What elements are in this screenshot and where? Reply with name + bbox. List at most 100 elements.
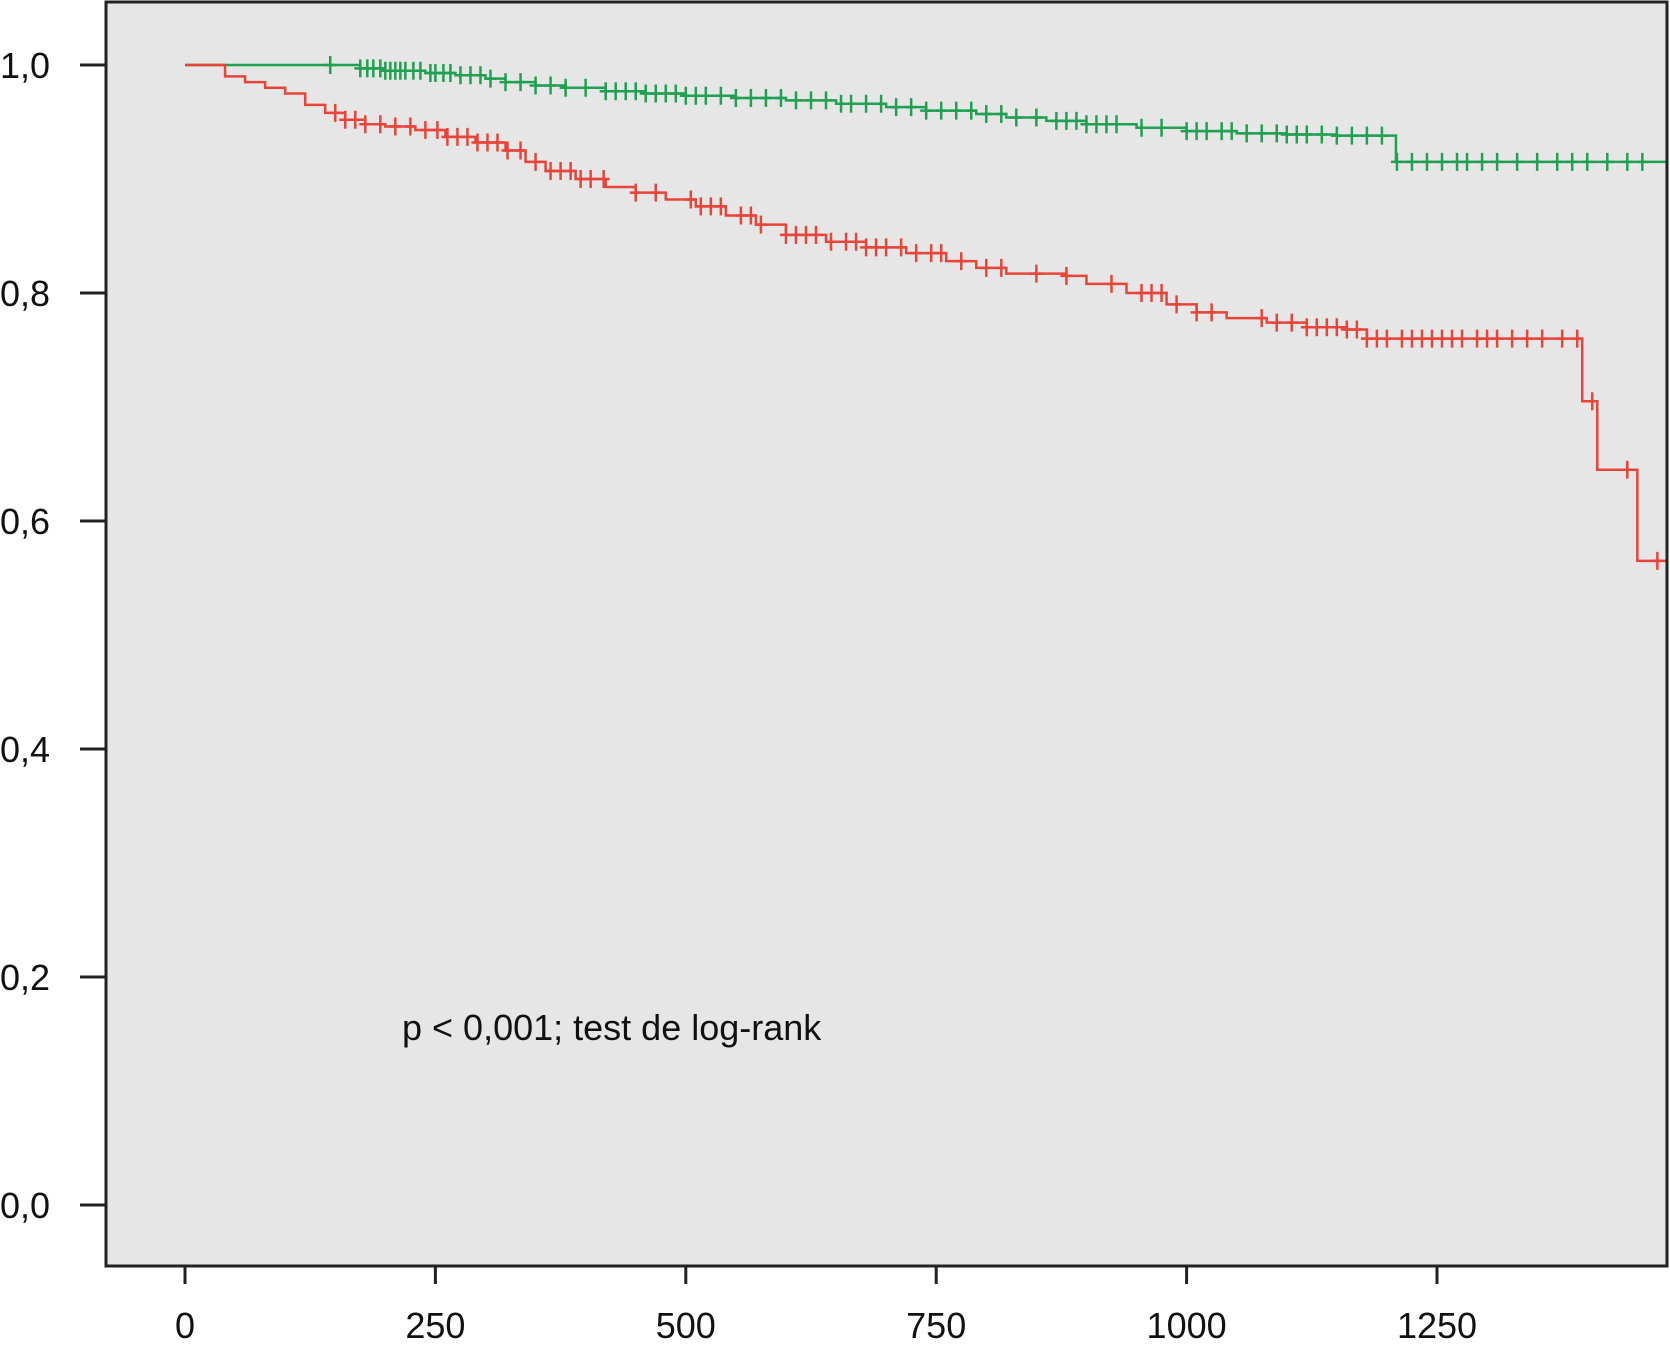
censor-mark	[1180, 122, 1193, 141]
censor-mark	[714, 86, 727, 105]
censor-mark	[870, 238, 883, 257]
censor-mark	[1030, 108, 1043, 127]
censor-mark	[744, 89, 757, 108]
censor-mark	[481, 133, 494, 152]
censor-mark	[1405, 329, 1418, 348]
censor-mark	[1155, 284, 1168, 302]
censor-mark	[1100, 115, 1113, 134]
censor-mark	[441, 127, 454, 146]
censor-mark	[1621, 460, 1634, 479]
censor-mark	[825, 232, 838, 251]
censor-mark	[1070, 111, 1083, 130]
censor-mark	[980, 258, 993, 277]
censor-mark	[629, 82, 642, 101]
censor-mark	[1446, 329, 1459, 348]
censor-mark	[564, 162, 577, 181]
censor-mark	[1395, 329, 1408, 348]
censor-mark	[1451, 152, 1464, 171]
censor-mark	[734, 206, 747, 225]
censor-mark	[1345, 126, 1358, 145]
censor-mark	[471, 133, 484, 152]
axis-layer: 0 250 500 750 1000 1250 0,0 0,2 0,4 0,6 0,8 1,0	[0, 45, 1477, 1346]
censor-mark	[1090, 115, 1103, 134]
censor-mark	[1370, 329, 1383, 348]
censor-mark	[850, 232, 863, 251]
censor-mark	[514, 73, 527, 92]
censor-mark	[1375, 126, 1388, 145]
censor-mark	[935, 101, 948, 120]
censor-mark	[619, 82, 632, 101]
censor-mark	[599, 82, 612, 101]
censor-mark	[1350, 320, 1363, 339]
censor-mark	[414, 61, 427, 80]
censor-mark	[1255, 309, 1268, 328]
censor-mark	[1105, 274, 1118, 293]
censor-mark	[1215, 122, 1228, 141]
censor-mark	[880, 238, 893, 257]
censor-mark	[1360, 329, 1373, 348]
censor-mark	[559, 78, 572, 97]
censor-mark	[1586, 392, 1599, 411]
censor-mark	[1190, 122, 1203, 141]
censor-mark	[805, 91, 817, 110]
censor-mark	[729, 89, 742, 108]
censor-mark	[1190, 303, 1203, 322]
censor-mark	[1320, 318, 1333, 337]
censor-mark	[1476, 152, 1489, 171]
censor-mark	[1060, 266, 1073, 285]
censor-mark	[1050, 111, 1063, 130]
censor-mark	[1521, 329, 1534, 348]
y-tick-label: 0,8	[0, 273, 50, 314]
censor-mark	[1571, 329, 1584, 348]
censor-mark	[1300, 125, 1313, 144]
censor-mark	[895, 238, 908, 257]
censor-mark	[609, 82, 622, 101]
censor-mark	[1536, 329, 1549, 348]
censor-mark	[1030, 264, 1043, 283]
censor-mark	[1456, 329, 1469, 348]
censor-mark	[965, 101, 978, 120]
censor-mark	[950, 101, 963, 120]
censor-mark	[474, 66, 487, 85]
y-tick-label: 0,2	[0, 957, 50, 998]
censor-mark	[699, 86, 712, 105]
censor-mark	[1205, 303, 1218, 322]
x-tick-label: 0	[175, 1305, 195, 1346]
plot-frame	[104, 0, 1669, 1268]
censor-mark	[1380, 329, 1393, 348]
censor-mark	[499, 73, 512, 92]
censor-mark	[1420, 152, 1433, 171]
censor-mark	[995, 258, 1008, 277]
censor-mark	[629, 183, 642, 202]
censor-mark	[491, 133, 504, 152]
censor-mark	[1145, 284, 1158, 302]
y-tick-label: 0,6	[0, 501, 50, 542]
censor-mark	[704, 197, 717, 216]
censor-mark	[1621, 152, 1634, 171]
censor-mark	[1270, 124, 1283, 143]
censor-mark	[955, 252, 968, 271]
x-tick-label: 1250	[1397, 1305, 1477, 1346]
x-tick-label: 250	[405, 1305, 465, 1346]
logrank-annotation: p < 0,001; test de log-rank	[402, 1007, 822, 1048]
censor-mark	[501, 141, 514, 160]
censor-mark	[554, 162, 567, 181]
censor-mark	[1461, 152, 1474, 171]
censor-mark	[1010, 108, 1023, 127]
censor-mark	[1471, 329, 1484, 348]
censor-mark	[359, 115, 372, 134]
censor-mark	[1270, 313, 1283, 332]
censor-mark	[920, 101, 933, 120]
censor-mark	[544, 76, 557, 95]
censor-mark	[329, 103, 342, 122]
censor-mark	[404, 117, 417, 136]
censor-mark	[1491, 152, 1504, 171]
censor-mark	[639, 84, 652, 103]
censor-mark	[1310, 318, 1323, 337]
series-1	[185, 56, 1668, 171]
censor-mark	[1436, 152, 1449, 171]
censor-mark	[1340, 320, 1353, 339]
censor-mark	[649, 84, 662, 103]
censor-mark	[774, 89, 787, 108]
censor-mark	[1601, 152, 1614, 171]
